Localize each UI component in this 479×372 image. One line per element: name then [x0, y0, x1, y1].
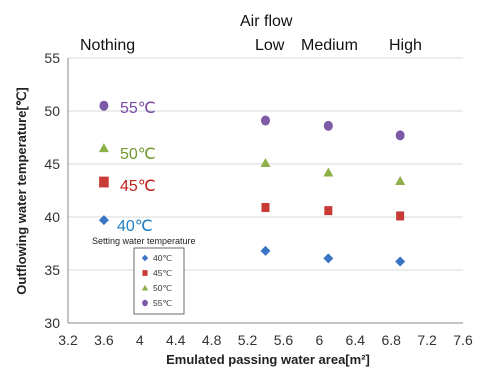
medium-label: Medium — [301, 37, 358, 54]
point-triangle-2 — [323, 167, 334, 177]
legend-marker-circle — [142, 299, 148, 307]
point-diamond-1 — [260, 245, 271, 256]
y-tick-label-3: 45 — [44, 156, 60, 172]
point-diamond-3 — [395, 256, 406, 267]
point-diamond-2 — [323, 253, 334, 264]
data-points — [98, 100, 406, 267]
point-triangle-1 — [260, 157, 271, 167]
point-circle-0 — [99, 100, 109, 111]
point-circle-2 — [323, 120, 333, 131]
series-label-50: 50℃ — [120, 146, 156, 163]
point-square-3 — [396, 211, 405, 221]
point-circle-1 — [261, 115, 270, 126]
legend-label-1: 45℃ — [153, 268, 172, 278]
x-tick-label-8: 6.4 — [346, 332, 366, 348]
point-square-1 — [261, 202, 270, 212]
nothing-label: Nothing — [80, 37, 135, 54]
legend-label-2: 50℃ — [153, 283, 172, 293]
series-label-45: 45℃ — [120, 178, 156, 195]
point-circle-3 — [395, 130, 405, 141]
setting-temperature-note: Setting water temperature — [92, 236, 196, 246]
x-tick-label-0: 3.2 — [58, 332, 78, 348]
point-diamond-0 — [98, 215, 109, 226]
x-tick-label-5: 5.2 — [238, 332, 258, 348]
high-label: High — [389, 37, 422, 54]
x-tick-label-10: 7.2 — [417, 332, 437, 348]
axes — [67, 58, 463, 324]
y-tick-label-1: 35 — [44, 262, 60, 278]
x-tick-label-6: 5.6 — [274, 332, 294, 348]
x-tick-label-11: 7.6 — [453, 332, 473, 348]
y-tick-label-0: 30 — [44, 315, 60, 331]
tick-labels: 30 35 40 45 50 55 3.2 3.6 4 4.4 4.8 5.2 5.6 6 6.4 6.8 7.… — [44, 50, 473, 348]
airflow-label: Air flow — [240, 13, 293, 30]
low-label: Low — [255, 37, 285, 54]
x-tick-label-9: 6.8 — [381, 332, 401, 348]
legend-marker-triangle — [141, 284, 149, 291]
series-label-40: 40℃ — [117, 218, 153, 235]
legend-label-3: 55℃ — [153, 298, 172, 308]
x-tick-label-4: 4.8 — [202, 332, 222, 348]
point-triangle-3 — [395, 175, 406, 185]
y-tick-label-2: 40 — [44, 209, 60, 225]
x-tick-label-3: 4.4 — [166, 332, 186, 348]
point-square-2 — [324, 206, 333, 216]
series-label-55: 55℃ — [120, 100, 156, 117]
legend: 40℃ 45℃ 50℃ 55℃ — [133, 247, 185, 315]
y-axis-title: Outflowing water temperature[℃] — [14, 87, 29, 294]
x-tick-label-1: 3.6 — [94, 332, 114, 348]
point-triangle-0 — [98, 143, 109, 153]
x-axis-title: Emulated passing water area[m²] — [166, 352, 370, 367]
legend-marker-diamond — [141, 254, 149, 262]
legend-label-0: 40℃ — [153, 253, 172, 263]
x-tick-label-2: 4 — [136, 332, 144, 348]
y-tick-label-5: 55 — [44, 50, 60, 66]
y-tick-label-4: 50 — [44, 103, 60, 119]
x-tick-label-7: 6 — [315, 332, 323, 348]
legend-marker-square — [142, 270, 148, 276]
point-square-0 — [99, 176, 109, 188]
